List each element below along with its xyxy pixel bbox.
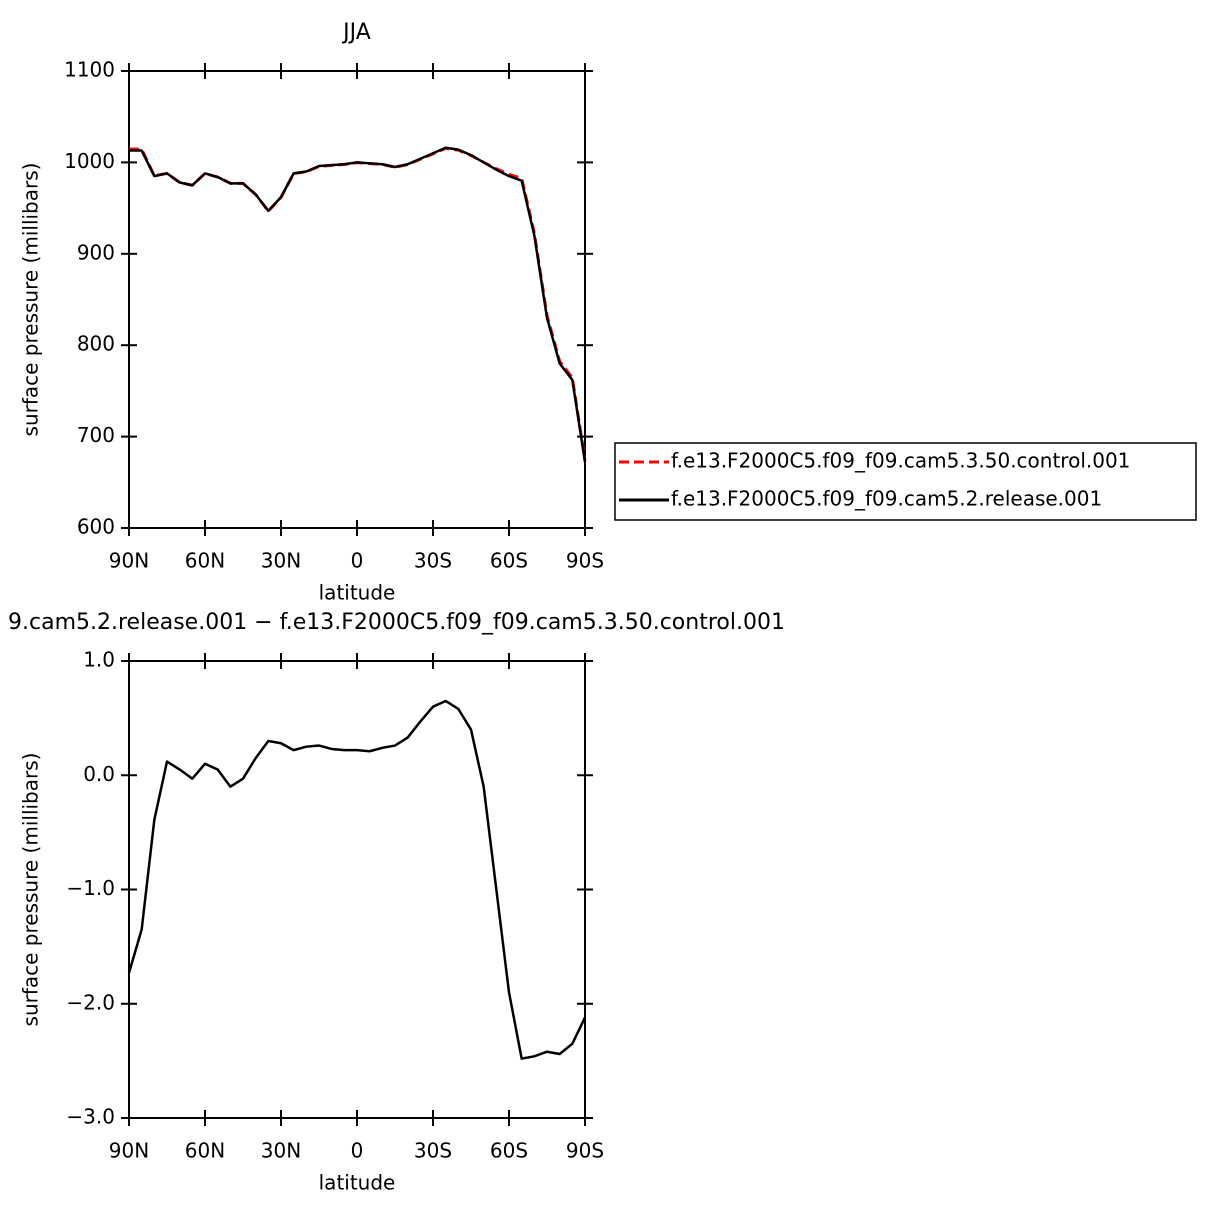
panel: JJA latitude surface pressure (millibars) 6… bbox=[19, 20, 1197, 605]
chart-title: JJA bbox=[341, 20, 371, 45]
plot-frame bbox=[128, 70, 586, 529]
y-tick-label: 700 bbox=[77, 423, 115, 447]
legend: f.e13.F2000C5.f09_f09.cam5.3.50.control.… bbox=[614, 442, 1197, 521]
y-tick-label: 1000 bbox=[64, 149, 115, 173]
x-tick-label: 90S bbox=[566, 549, 604, 573]
y-tick-label: 1100 bbox=[64, 58, 115, 82]
x-tick-label: 60N bbox=[185, 549, 225, 573]
x-axis-label: latitude bbox=[319, 581, 396, 605]
x-axis-label: latitude bbox=[319, 1171, 396, 1195]
legend-box bbox=[614, 442, 1197, 521]
x-tick-label: 90N bbox=[109, 1139, 149, 1163]
data-line bbox=[127, 699, 587, 1060]
y-tick-label: 800 bbox=[77, 332, 115, 356]
y-tick-label: 600 bbox=[77, 515, 115, 539]
x-tick-label: 0 bbox=[351, 549, 364, 573]
panel: 9.cam5.2.release.001 − f.e13.F2000C5.f09… bbox=[8, 610, 785, 1195]
y-axis-label: surface pressure (millibars) bbox=[19, 753, 43, 1027]
x-tick-label: 90S bbox=[566, 1139, 604, 1163]
x-tick-label: 30S bbox=[414, 549, 452, 573]
legend-label: f.e13.F2000C5.f09_f09.cam5.2.release.001 bbox=[671, 487, 1102, 511]
chart-title: 9.cam5.2.release.001 − f.e13.F2000C5.f09… bbox=[8, 610, 785, 635]
x-tick-label: 60N bbox=[185, 1139, 225, 1163]
y-tick-label: −1.0 bbox=[66, 876, 115, 900]
y-tick-label: 1.0 bbox=[83, 648, 115, 672]
x-tick-label: 60S bbox=[490, 549, 528, 573]
y-tick-label: −3.0 bbox=[66, 1105, 115, 1129]
y-tick-label: −2.0 bbox=[66, 990, 115, 1014]
legend-label: f.e13.F2000C5.f09_f09.cam5.3.50.control.… bbox=[671, 449, 1130, 473]
x-tick-label: 30S bbox=[414, 1139, 452, 1163]
x-tick-label: 90N bbox=[109, 549, 149, 573]
x-tick-label: 30N bbox=[261, 1139, 301, 1163]
data-line bbox=[129, 146, 587, 463]
x-tick-label: 60S bbox=[490, 1139, 528, 1163]
data-line bbox=[128, 146, 587, 461]
x-tick-label: 30N bbox=[261, 549, 301, 573]
y-tick-label: 0.0 bbox=[83, 762, 115, 786]
y-tick-label: 900 bbox=[77, 240, 115, 264]
y-axis-label: surface pressure (millibars) bbox=[19, 163, 43, 437]
plot-frame bbox=[128, 660, 586, 1119]
x-tick-label: 0 bbox=[351, 1139, 364, 1163]
